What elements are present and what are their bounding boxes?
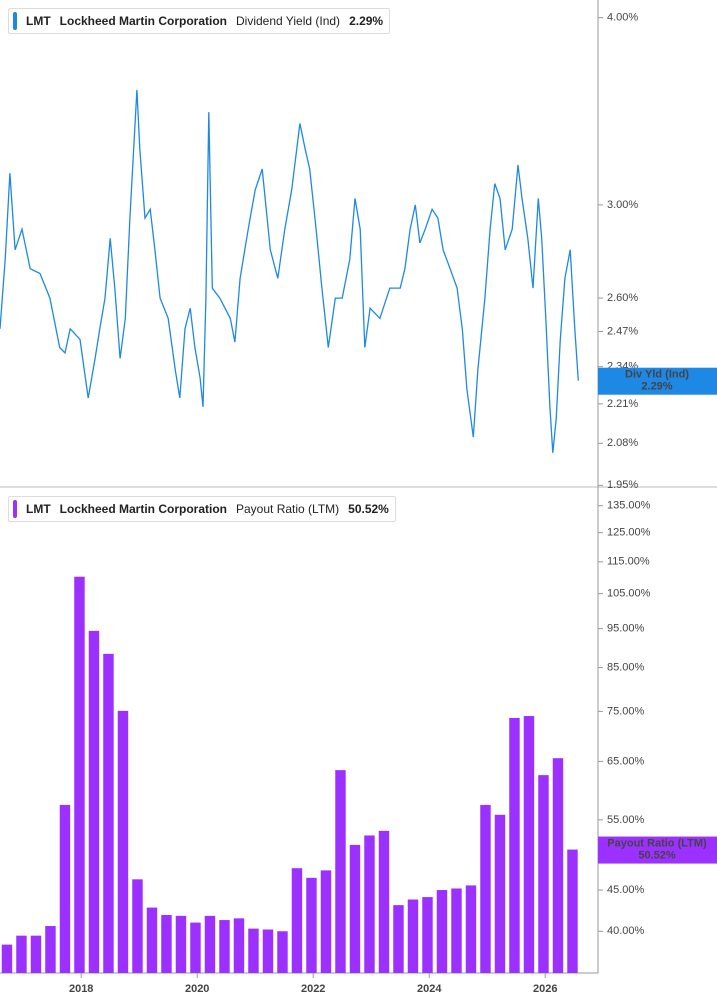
y-tick-label: 75.00%: [607, 705, 645, 717]
y-tick-label: 125.00%: [607, 527, 651, 539]
bar: [364, 835, 375, 973]
bar: [306, 877, 317, 973]
y-tick-label: 85.00%: [607, 661, 645, 673]
bar: [117, 710, 129, 973]
x-tick-label: 2022: [301, 983, 325, 995]
y-tick-label: 3.00%: [607, 199, 638, 211]
bar: [277, 931, 288, 973]
bar: [59, 804, 71, 973]
y-tick-label: 55.00%: [607, 814, 645, 826]
bar: [175, 915, 187, 973]
y-tick-label: 2.08%: [607, 437, 638, 449]
bar: [451, 888, 462, 973]
y-tick-label: 105.00%: [607, 588, 651, 600]
bar: [567, 849, 578, 973]
y-tick-label: 2.47%: [607, 325, 638, 337]
bar: [248, 928, 259, 973]
bar: [146, 907, 158, 973]
y-tick-label: 65.00%: [607, 755, 645, 767]
y-tick-label: 115.00%: [607, 556, 650, 568]
bar: [30, 935, 42, 973]
y-tick-label: 2.60%: [607, 292, 638, 304]
x-tick-label: 2020: [185, 983, 209, 995]
bar: [335, 770, 346, 973]
bar: [538, 775, 549, 973]
bar: [552, 758, 564, 973]
bar: [523, 716, 535, 973]
ticker: LMT: [26, 14, 51, 28]
y-tick-label: 40.00%: [607, 925, 645, 937]
metric-value: 50.52%: [348, 502, 389, 516]
bar: [407, 899, 419, 973]
header-top: LMT Lockheed Martin Corporation Dividend…: [8, 8, 391, 34]
bar: [393, 905, 404, 973]
metric: Payout Ratio (LTM): [236, 502, 340, 516]
y-tick-label: 4.00%: [607, 12, 638, 24]
bar: [509, 717, 520, 973]
last-value-label: 50.52%: [638, 849, 676, 861]
bar: [219, 920, 230, 973]
header-color: [13, 12, 17, 30]
y-tick-label: 95.00%: [607, 623, 645, 635]
bar: [88, 630, 100, 973]
metric-value: 2.29%: [349, 14, 384, 28]
bar: [103, 653, 114, 973]
bar: [291, 868, 303, 973]
y-tick-label: 45.00%: [607, 884, 645, 896]
bar: [74, 576, 85, 973]
bar: [45, 926, 56, 973]
bar: [233, 918, 245, 973]
company: Lockheed Martin Corporation: [59, 14, 227, 28]
bar: [378, 830, 390, 973]
bar: [436, 890, 448, 973]
x-tick-label: 2024: [417, 983, 442, 995]
company: Lockheed Martin Corporation: [59, 502, 227, 516]
bar: [1, 944, 13, 973]
y-tick-label: 1.95%: [607, 479, 638, 491]
bar: [480, 804, 491, 973]
bar: [494, 814, 506, 973]
bar: [465, 885, 477, 973]
bar: [204, 915, 216, 973]
bar: [320, 870, 332, 973]
last-value-name: Payout Ratio (LTM): [607, 837, 707, 849]
last-value-box: [598, 836, 717, 864]
bar: [132, 879, 143, 973]
last-value-name: Div Yld (Ind): [625, 369, 689, 381]
header-bottom: LMT Lockheed Martin Corporation Payout R…: [8, 496, 396, 522]
ticker: LMT: [26, 502, 51, 516]
bar: [190, 922, 201, 973]
line-series: [0, 89, 579, 453]
y-tick-label: 2.21%: [607, 398, 638, 410]
bar: [349, 844, 361, 973]
last-value-box: [598, 367, 717, 395]
bar: [16, 935, 27, 973]
bar: [422, 897, 433, 973]
bar: [161, 915, 172, 973]
bar: [262, 929, 274, 973]
x-tick-label: 2018: [69, 983, 93, 995]
x-tick-label: 2026: [533, 983, 557, 995]
header-color: [13, 500, 17, 518]
last-value-label: 2.29%: [641, 381, 672, 393]
metric: Dividend Yield (Ind): [236, 14, 341, 28]
y-tick-label: 135.00%: [607, 500, 651, 512]
